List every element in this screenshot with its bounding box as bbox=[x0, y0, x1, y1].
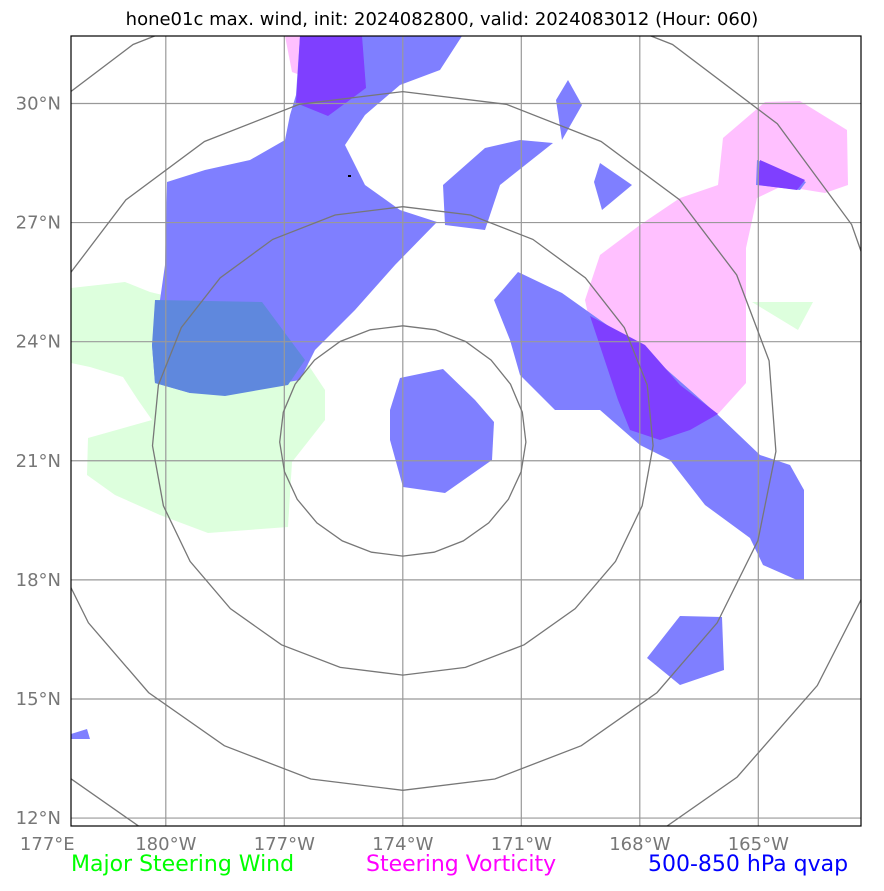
lon-tick-label: 165°W bbox=[728, 834, 789, 855]
lon-tick-label: 174°W bbox=[372, 834, 433, 855]
lat-tick-label: 15°N bbox=[16, 689, 61, 710]
lon-tick-label: 168°W bbox=[609, 834, 670, 855]
range-ring bbox=[151, 206, 654, 676]
longitude-labels: 177°E 180°W 177°W 174°W 171°W 168°W 165°W bbox=[20, 834, 789, 855]
legend-steering-wind: Major Steering Wind bbox=[71, 852, 295, 877]
lat-tick-label: 21°N bbox=[16, 451, 61, 472]
lat-tick-label: 27°N bbox=[16, 213, 61, 234]
lat-tick-label: 24°N bbox=[16, 332, 61, 353]
plot-frame bbox=[70, 35, 862, 827]
lon-tick-label: 177°E bbox=[20, 834, 75, 855]
lat-tick-label: 30°N bbox=[16, 93, 61, 114]
dot-marker bbox=[348, 175, 351, 177]
qvap-vorticity-overlap bbox=[296, 36, 805, 440]
map-title: hone01c max. wind, init: 2024082800, val… bbox=[125, 9, 759, 30]
range-ring bbox=[71, 90, 777, 791]
qvap-wind-overlap bbox=[152, 300, 305, 396]
lon-tick-label: 177°W bbox=[254, 834, 315, 855]
graticule bbox=[71, 36, 861, 826]
legend-qvap: 500-850 hPa qvap bbox=[648, 852, 849, 877]
lon-tick-label: 180°W bbox=[135, 834, 196, 855]
latitude-labels: 12°N 15°N 18°N 21°N 24°N 27°N 30°N bbox=[16, 93, 61, 829]
lon-tick-label: 171°W bbox=[491, 834, 552, 855]
lat-tick-label: 12°N bbox=[16, 808, 61, 829]
legend-steering-vorticity: Steering Vorticity bbox=[366, 852, 557, 877]
lat-tick-label: 18°N bbox=[16, 570, 61, 591]
range-ring bbox=[279, 325, 527, 557]
